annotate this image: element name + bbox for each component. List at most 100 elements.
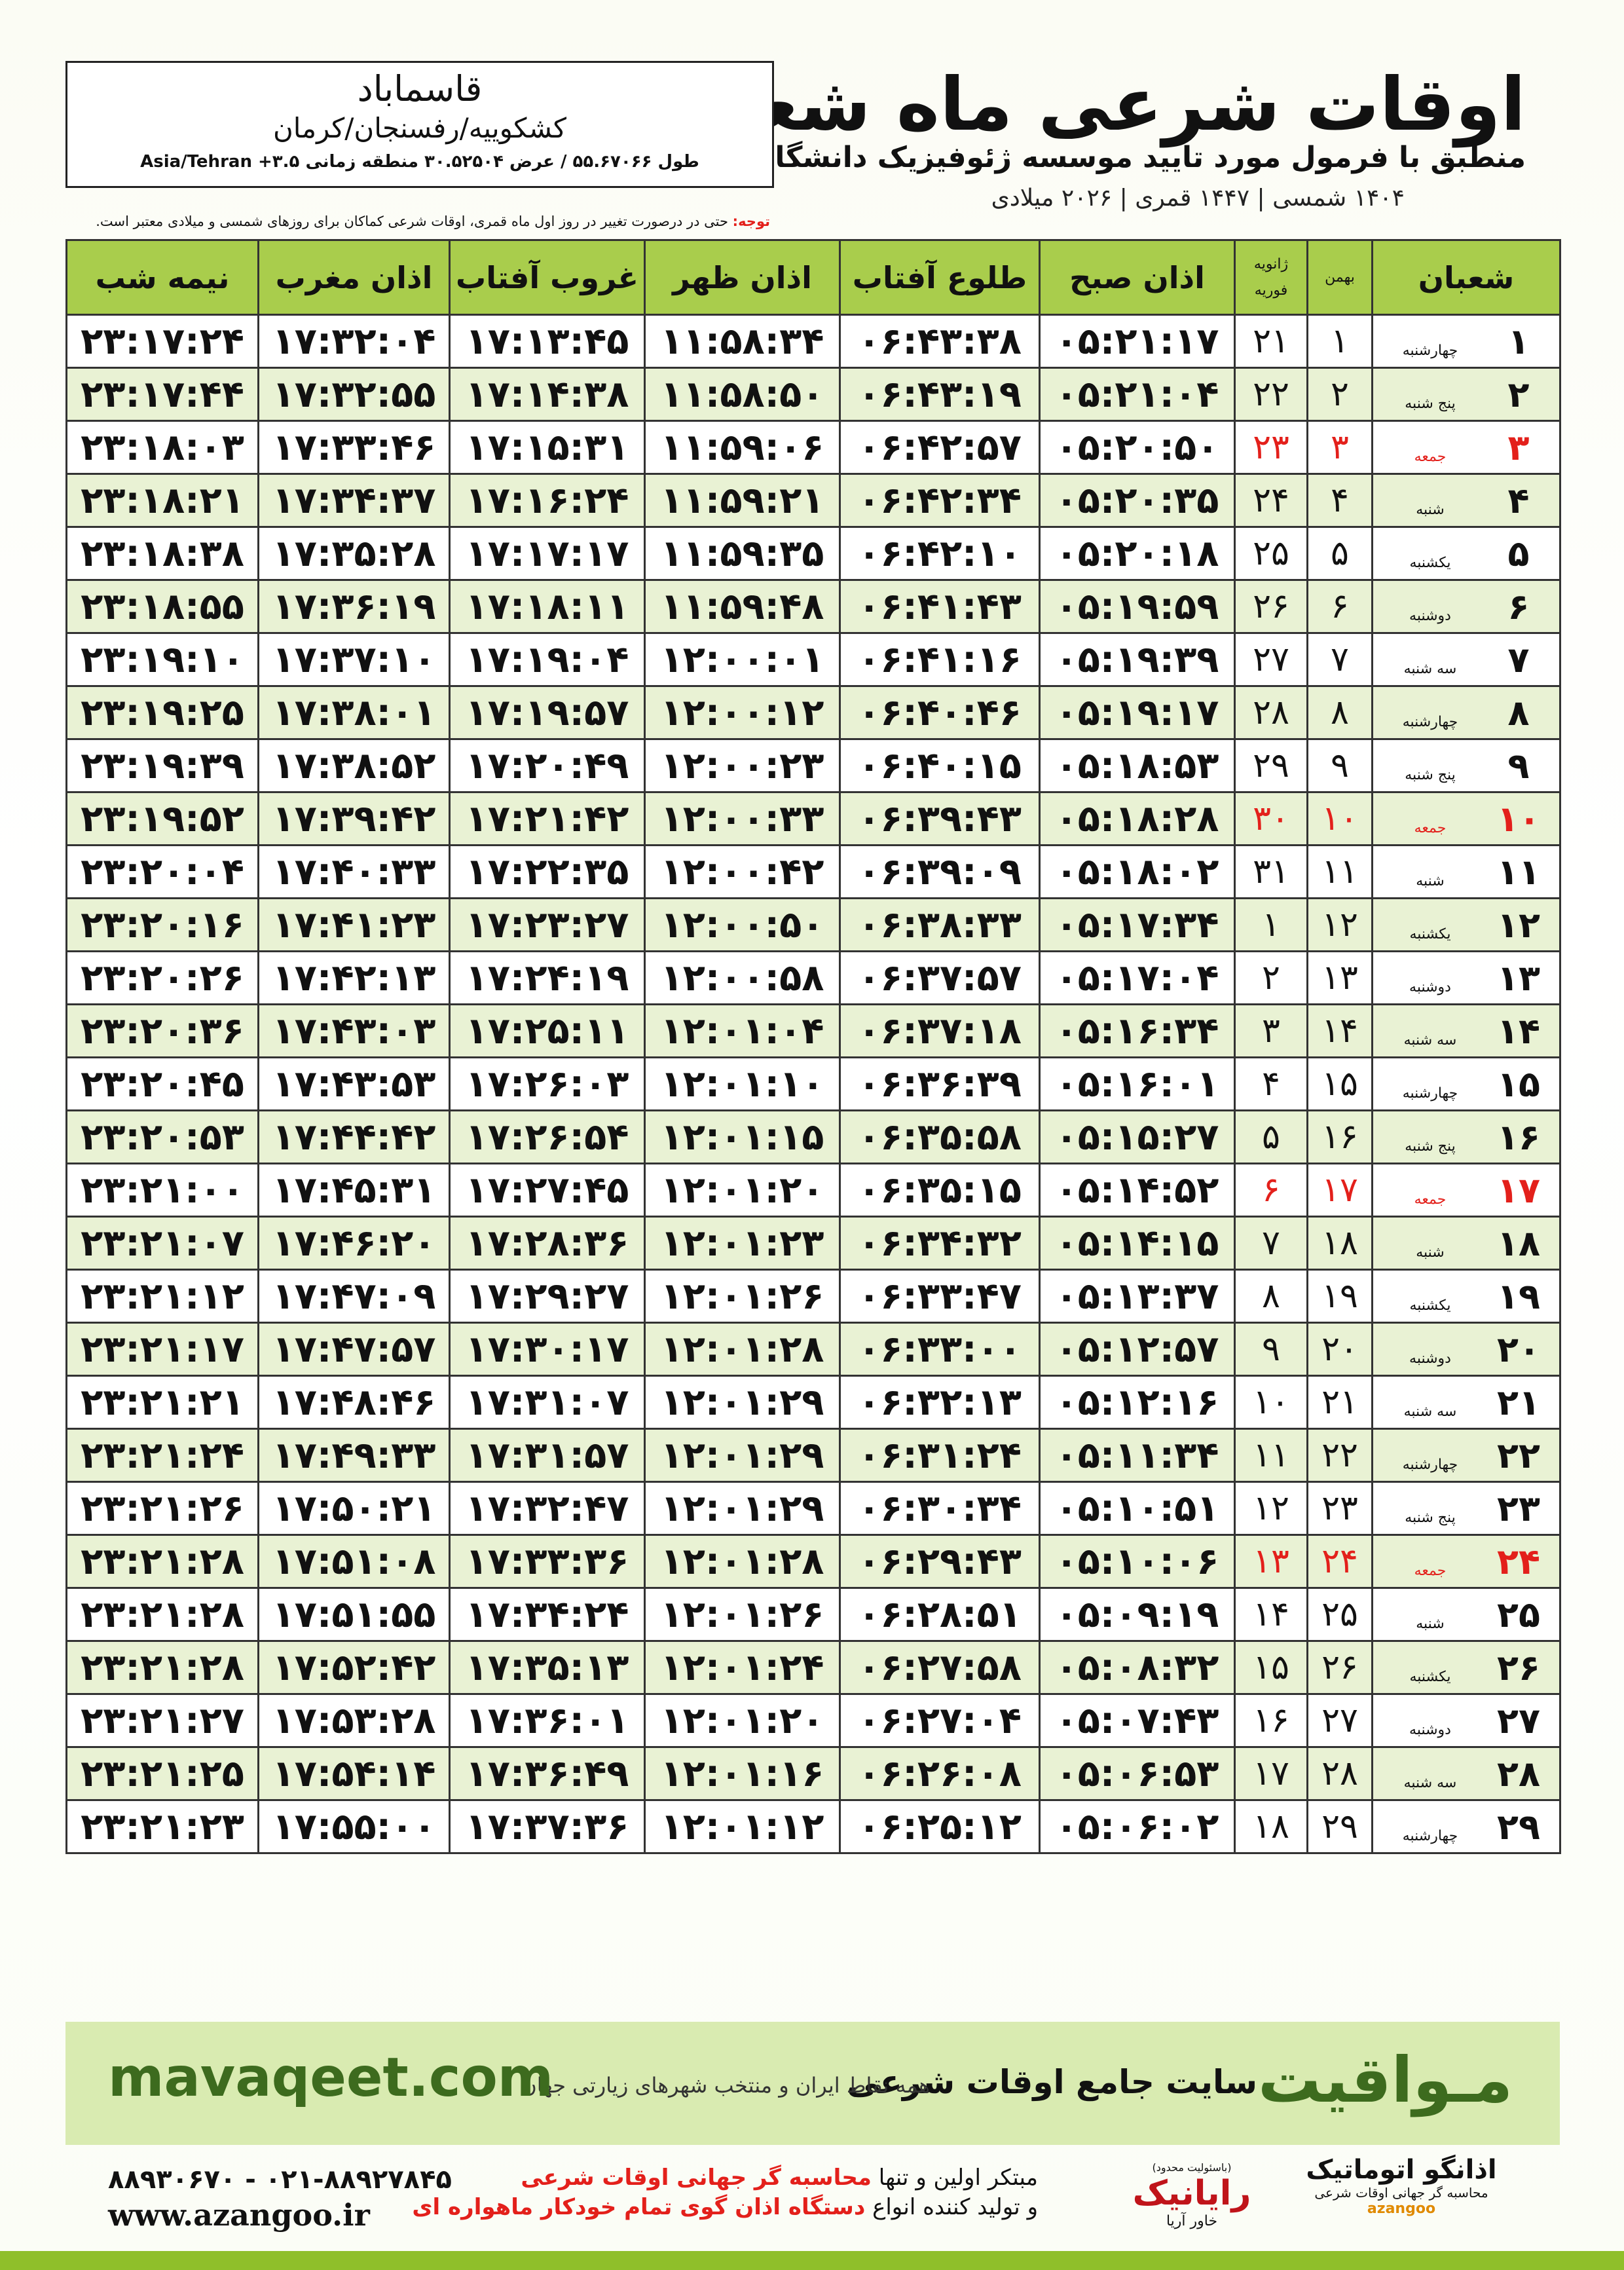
cell-time: ۰۶:۴۰:۴۶ [839, 685, 1041, 740]
cell-time: ۰۵:۱۴:۵۲ [1039, 1163, 1236, 1218]
cell-time: ۱۷:۴۶:۲۰ [257, 1216, 451, 1271]
cell-time: ۱۷:۳۹:۴۲ [257, 791, 451, 846]
day-number: ۱۳ [1497, 957, 1540, 999]
logo: (باسئولیت محدود) رایانیک خاور آریا [1113, 2161, 1270, 2229]
cell-time: ۰۶:۴۳:۱۹ [839, 367, 1041, 422]
cell-time: ۱۷:۵۴:۱۴ [257, 1746, 451, 1801]
cell-bahman: ۲۱ [1306, 1375, 1373, 1430]
table-body: ۱چهارشنبه ۱ ۲۱ ۰۵:۲۱:۱۷ ۰۶:۴۳:۳۸ ۱۱:۵۸:۳۴ ۱۷:۱… [65, 314, 1561, 1854]
cell-time: ۱۲:۰۱:۲۰ [644, 1693, 841, 1748]
weekday: جمعه [1414, 1562, 1447, 1579]
cell-time: ۰۵:۱۹:۱۷ [1039, 685, 1236, 740]
note-text: حتی در درصورت تغییر در روز اول ماه قمری،… [96, 214, 728, 229]
cell-time: ۱۷:۴۳:۰۳ [257, 1003, 451, 1058]
cell-time: ۱۷:۴۷:۵۷ [257, 1322, 451, 1377]
cell-time: ۱۷:۳۷:۳۶ [449, 1799, 646, 1854]
cell-time: ۱۲:۰۱:۲۸ [644, 1322, 841, 1377]
cell-time: ۱۲:۰۰:۰۱ [644, 632, 841, 687]
cell-time: ۱۱:۵۹:۳۵ [644, 526, 841, 581]
cell-gregorian: ۱۴ [1234, 1587, 1308, 1642]
table-row: ۸چهارشنبه ۸ ۲۸ ۰۵:۱۹:۱۷ ۰۶:۴۰:۴۶ ۱۲:۰۰:۱۲ ۱۷:۱… [65, 685, 1561, 740]
column-header: نیمه شب [65, 239, 259, 316]
cell-bahman: ۱۳ [1306, 950, 1373, 1005]
cell-time: ۰۶:۳۵:۱۵ [839, 1163, 1041, 1218]
day-number: ۲۳ [1497, 1487, 1540, 1529]
cell-time: ۲۳:۱۷:۲۴ [65, 314, 259, 369]
cell-day: ۲۵ شنبه [1371, 1587, 1561, 1642]
cell-bahman: ۲۷ [1306, 1693, 1373, 1748]
cell-time: ۱۲:۰۱:۱۰ [644, 1056, 841, 1111]
cell-bahman: ۲۹ [1306, 1799, 1373, 1854]
subtitle: منطبق با فرمول مورد تایید موسسه ژئوفیزیک… [665, 141, 1526, 174]
table-row: ۱۷جمعه ۱۷ ۶ ۰۵:۱۴:۵۲ ۰۶:۳۵:۱۵ ۱۲:۰۱:۲۰ ۱۷:۲۷:۴… [65, 1163, 1561, 1218]
cell-bahman: ۱۰ [1306, 791, 1373, 846]
cell-day: ۲ پنج شنبه [1371, 367, 1561, 422]
cell-bahman: ۷ [1306, 632, 1373, 687]
cell-time: ۱۲:۰۱:۱۶ [644, 1746, 841, 1801]
cell-time: ۰۶:۴۱:۴۳ [839, 579, 1041, 634]
cell-time: ۰۶:۳۴:۳۲ [839, 1216, 1041, 1271]
cell-time: ۱۷:۴۳:۵۳ [257, 1056, 451, 1111]
cell-time: ۱۷:۱۹:۵۷ [449, 685, 646, 740]
cell-day: ۴ شنبه [1371, 473, 1561, 528]
cell-time: ۱۷:۳۳:۳۶ [449, 1534, 646, 1589]
cell-gregorian: ۳۰ [1234, 791, 1308, 846]
cell-time: ۱۷:۳۷:۱۰ [257, 632, 451, 687]
day-number: ۴ [1507, 479, 1530, 521]
cell-time: ۰۶:۴۲:۳۴ [839, 473, 1041, 528]
cell-time: ۰۵:۱۸:۲۸ [1039, 791, 1236, 846]
cell-gregorian: ۲۳ [1234, 420, 1308, 475]
table-row: ۲۴جمعه ۲۴ ۱۳ ۰۵:۱۰:۰۶ ۰۶:۲۹:۴۳ ۱۲:۰۱:۲۸ ۱۷:۳۳:… [65, 1534, 1561, 1589]
weekday: یکشنبه [1409, 1297, 1451, 1314]
cell-day: ۳ جمعه [1371, 420, 1561, 475]
logo-sub: خاور آریا [1166, 2213, 1218, 2229]
cell-time: ۱۱:۵۹:۰۶ [644, 420, 841, 475]
cell-time: ۱۲:۰۱:۲۳ [644, 1216, 841, 1271]
table-row: ۲۳پنج شنبه ۲۳ ۱۲ ۰۵:۱۰:۵۱ ۰۶:۳۰:۳۴ ۱۲:۰۱:۲۹ ۱۷… [65, 1481, 1561, 1536]
cell-gregorian: ۲ [1234, 950, 1308, 1005]
cell-time: ۲۳:۲۱:۲۷ [65, 1693, 259, 1748]
cell-time: ۰۶:۳۹:۰۹ [839, 844, 1041, 899]
day-number: ۶ [1507, 586, 1530, 627]
cell-time: ۰۵:۱۶:۰۱ [1039, 1056, 1236, 1111]
cell-time: ۱۷:۱۳:۴۵ [449, 314, 646, 369]
day-number: ۱۸ [1497, 1222, 1540, 1264]
cell-time: ۱۷:۱۹:۰۴ [449, 632, 646, 687]
cell-day: ۲۱ سه شنبه [1371, 1375, 1561, 1430]
cell-time: ۱۲:۰۱:۲۴ [644, 1640, 841, 1695]
note-label: توجه: [732, 214, 770, 229]
cell-bahman: ۱۸ [1306, 1216, 1373, 1271]
cell-time: ۰۵:۰۶:۰۲ [1039, 1799, 1236, 1854]
day-number: ۲۴ [1497, 1540, 1540, 1582]
cell-time: ۰۶:۲۷:۵۸ [839, 1640, 1041, 1695]
cell-time: ۲۳:۱۸:۲۱ [65, 473, 259, 528]
cell-time: ۱۷:۵۱:۵۵ [257, 1587, 451, 1642]
cell-gregorian: ۱۷ [1234, 1746, 1308, 1801]
cell-gregorian: ۲۶ [1234, 579, 1308, 634]
url[interactable]: mavaqeet.com [108, 2047, 554, 2109]
cell-time: ۲۳:۲۱:۱۷ [65, 1322, 259, 1377]
day-number: ۲۷ [1497, 1700, 1540, 1741]
cell-time: ۱۲:۰۱:۱۵ [644, 1109, 841, 1164]
cell-time: ۱۷:۲۵:۱۱ [449, 1003, 646, 1058]
cell-day: ۱۸ شنبه [1371, 1216, 1561, 1271]
cell-time: ۰۵:۱۰:۰۶ [1039, 1534, 1236, 1589]
cell-time: ۰۵:۲۰:۵۰ [1039, 420, 1236, 475]
table-row: ۲۲چهارشنبه ۲۲ ۱۱ ۰۵:۱۱:۳۴ ۰۶:۳۱:۲۴ ۱۲:۰۱:۲۹ ۱۷… [65, 1428, 1561, 1483]
logo-note: (باسئولیت محدود) [1152, 2161, 1232, 2174]
cell-time: ۱۲:۰۱:۲۰ [644, 1163, 841, 1218]
cell-time: ۰۵:۱۶:۳۴ [1039, 1003, 1236, 1058]
table-row: ۲۱سه شنبه ۲۱ ۱۰ ۰۵:۱۲:۱۶ ۰۶:۳۲:۱۳ ۱۲:۰۱:۲۹ ۱۷:… [65, 1375, 1561, 1430]
location-coords: طول ۵۵.۶۷۰۶۶ / عرض ۳۰.۵۲۵۰۴ منطقه زمانی … [140, 152, 699, 172]
weekday: جمعه [1414, 448, 1447, 465]
web[interactable]: www.azangoo.ir [108, 2197, 370, 2233]
cell-time: ۱۲:۰۱:۲۸ [644, 1534, 841, 1589]
cell-time: ۱۷:۴۰:۳۳ [257, 844, 451, 899]
cell-time: ۲۳:۲۰:۰۴ [65, 844, 259, 899]
tagline: و تولید کننده انواع دستگاه اذان گوی تمام… [412, 2194, 1038, 2220]
cell-gregorian: ۸ [1234, 1269, 1308, 1324]
cell-day: ۱۹ یکشنبه [1371, 1269, 1561, 1324]
cell-time: ۰۵:۰۶:۵۳ [1039, 1746, 1236, 1801]
table-row: ۱۳دوشنبه ۱۳ ۲ ۰۵:۱۷:۰۴ ۰۶:۳۷:۵۷ ۱۲:۰۰:۵۸ ۱۷:۲۴… [65, 950, 1561, 1005]
